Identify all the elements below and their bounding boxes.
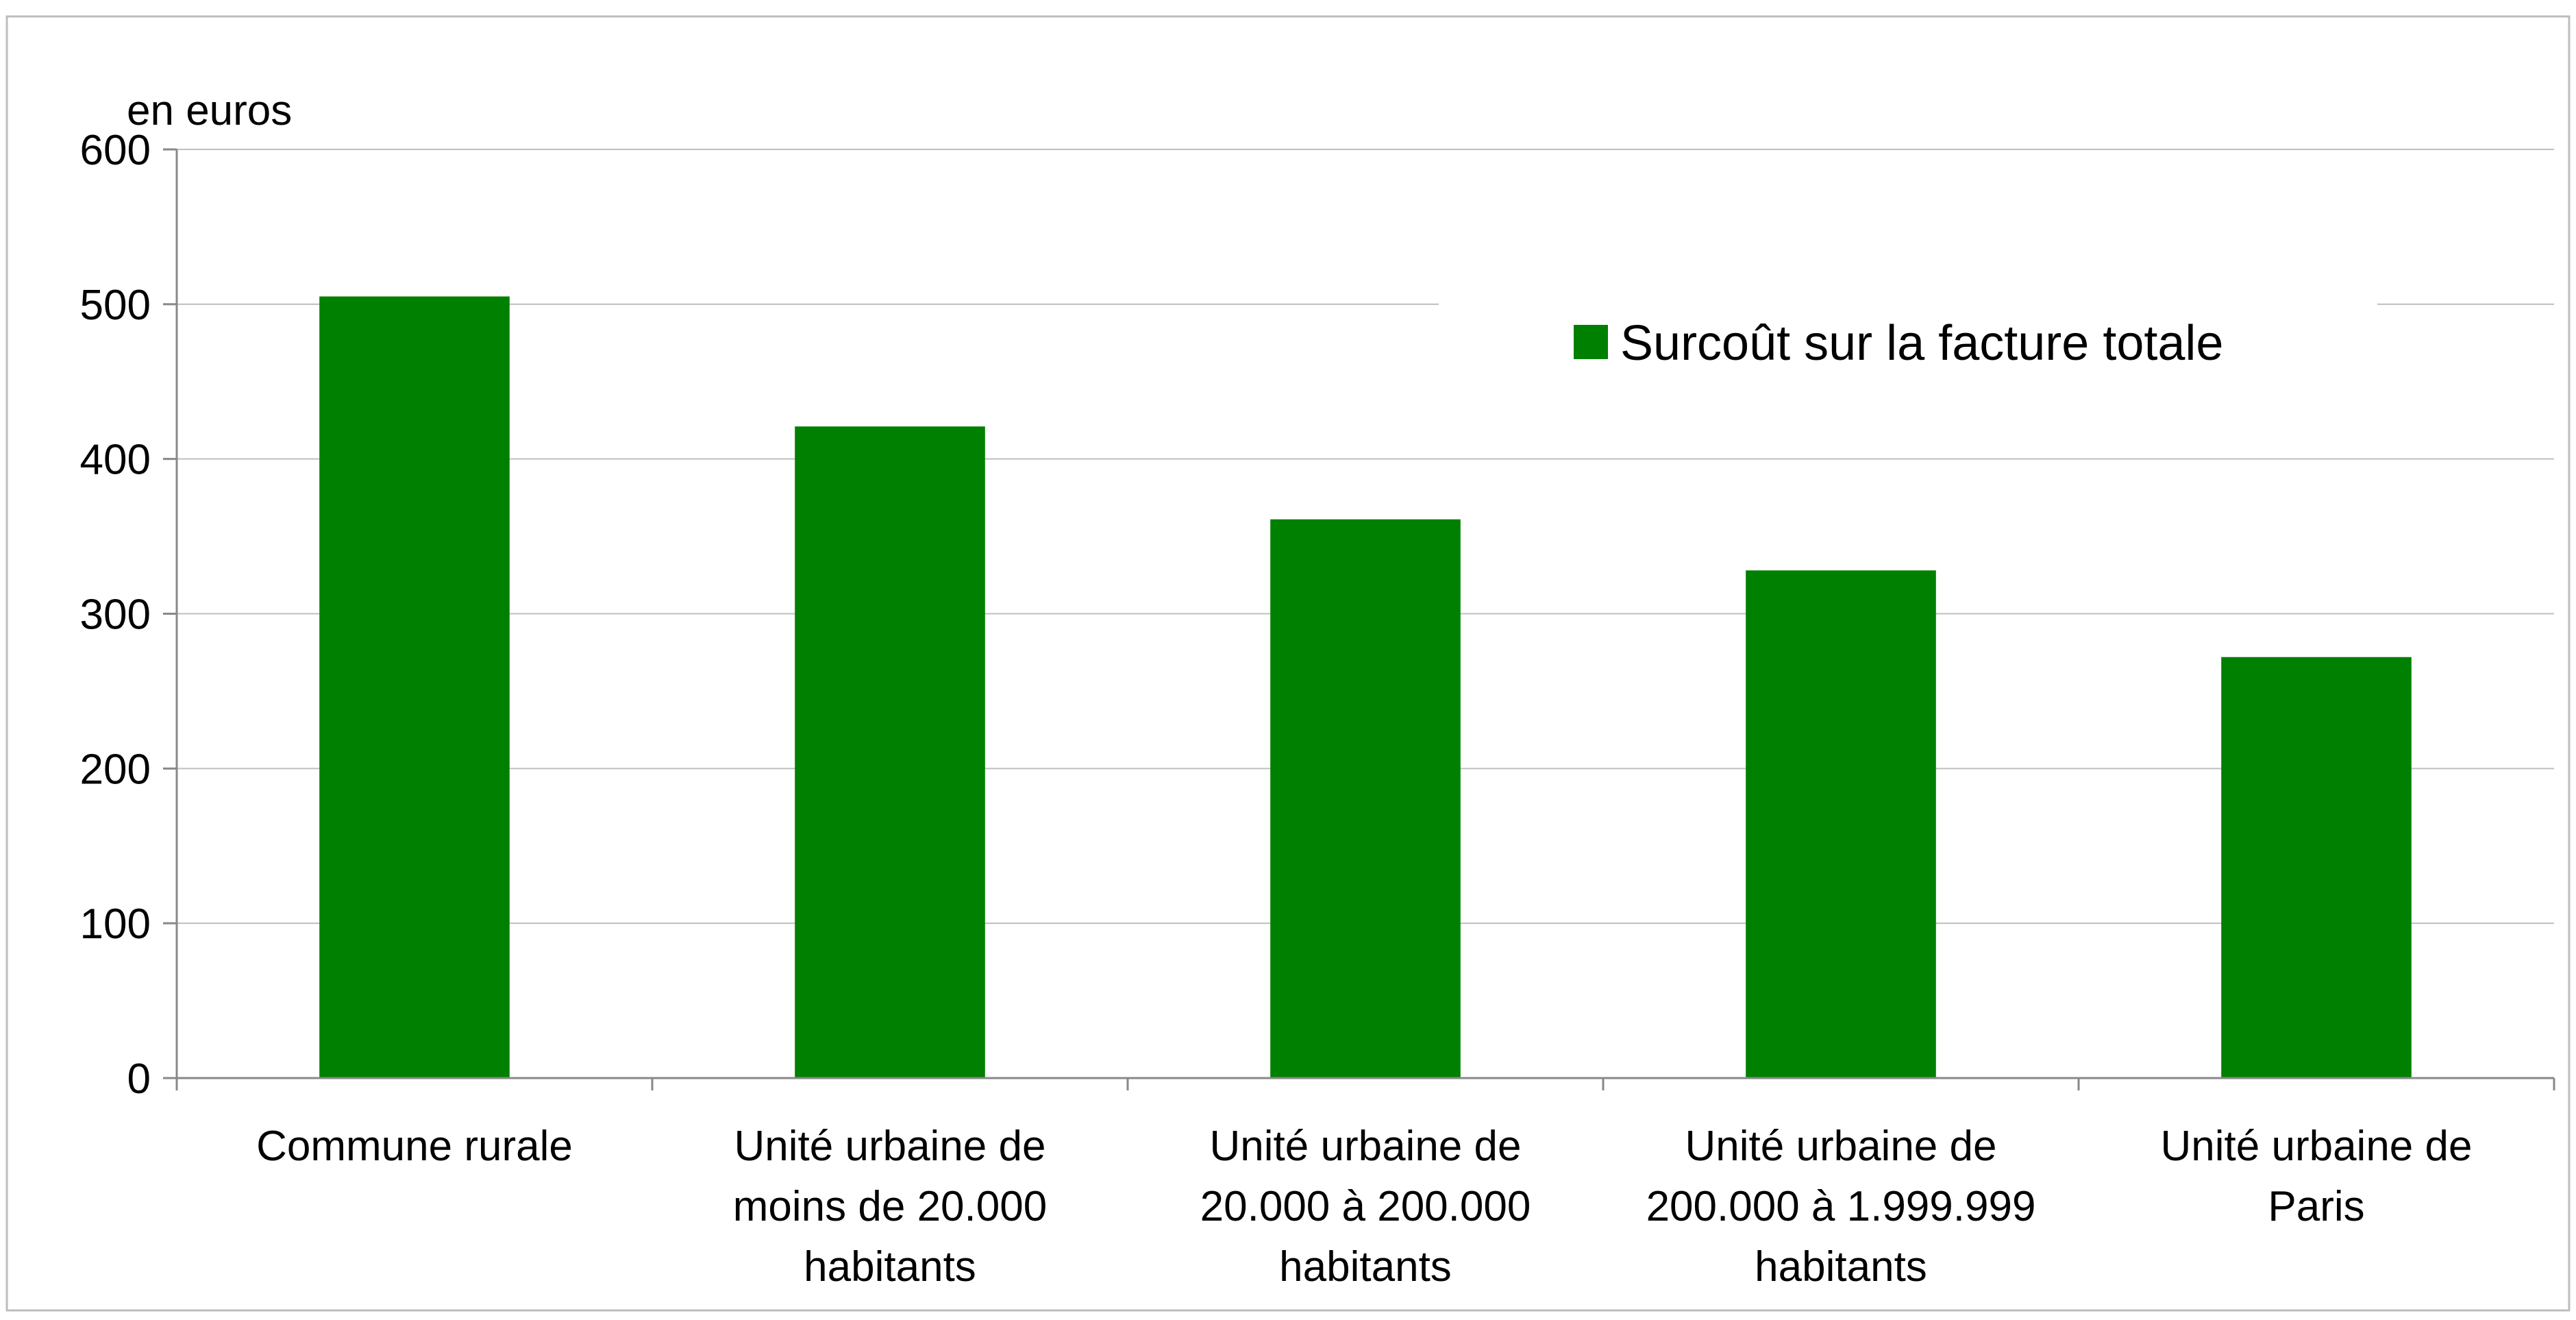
legend-swatch [1574,325,1608,359]
x-category-label: Unité urbaine de [734,1123,1046,1170]
y-tick-label: 400 [80,437,151,484]
y-tick-label: 600 [80,127,151,174]
bar [1270,519,1461,1078]
y-axis-unit-label: en euros [127,87,292,134]
x-category-label: Commune rurale [256,1123,573,1170]
legend: Surcoût sur la facture totale [1439,295,2377,391]
x-category-label: Unité urbaine de [2161,1123,2473,1170]
bars [319,296,2412,1079]
x-category-label: habitants [804,1243,976,1291]
y-tick-labels: 0 100 200 300 400 500 600 [80,127,151,1103]
x-category-label: 200.000 à 1.999.999 [1646,1183,2036,1230]
y-tick-label: 300 [80,591,151,639]
x-category-label: Paris [2268,1183,2364,1230]
bar [319,296,510,1079]
x-category-label: Unité urbaine de [1210,1123,1522,1170]
bar [2221,657,2412,1078]
y-tick-label: 200 [80,746,151,793]
x-category-label: habitants [1279,1243,1452,1291]
x-category-label: Unité urbaine de [1685,1123,1997,1170]
bar [795,426,985,1078]
x-category-label: 20.000 à 200.000 [1200,1183,1531,1230]
axes [175,149,2555,1090]
y-tick-label: 100 [80,901,151,948]
x-category-label: habitants [1755,1243,1927,1291]
legend-label: Surcoût sur la facture totale [1620,316,2223,371]
x-category-label: moins de 20.000 [733,1183,1047,1230]
x-category-labels: Commune rurale Unité urbaine de moins de 2… [256,1123,2472,1291]
bar [1746,570,1936,1078]
y-tick-label: 0 [127,1055,151,1103]
y-tick-label: 500 [80,282,151,329]
